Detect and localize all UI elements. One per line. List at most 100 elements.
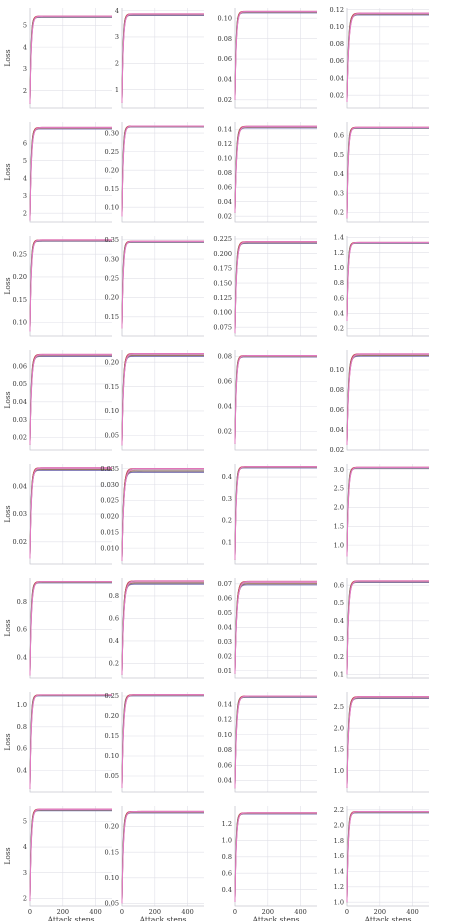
series-line-8	[121, 694, 204, 789]
y-tick-label: 0.06	[330, 57, 344, 65]
series-line-5	[29, 582, 112, 676]
subplot-r6-c4: 0.1 0.2 0.3 0.4 0.5 0.6	[334, 578, 429, 679]
y-tick-label: 0.04	[330, 74, 344, 82]
subplot-r2-c3: 0.02 0.04 0.06 0.08 0.10 0.12 0.14	[218, 122, 317, 223]
series-line-8	[29, 126, 112, 221]
series-line-2	[234, 583, 317, 674]
y-tick-label: 0.05	[218, 609, 232, 617]
series-line-5	[29, 128, 112, 221]
series-line-8	[121, 580, 204, 675]
series-line-1	[234, 813, 317, 902]
y-tick-label: 0.6	[17, 745, 27, 753]
series-line-6	[346, 467, 429, 557]
y-tick-label: 0.06	[13, 362, 27, 370]
x-tick-label: 0	[233, 908, 237, 916]
series-line-4	[234, 355, 317, 444]
series-line-5	[29, 355, 112, 445]
series-line-7	[346, 242, 429, 321]
y-tick-label: 0.10	[13, 319, 27, 327]
x-axis-label: Attack steps	[364, 915, 412, 921]
series-line-8	[29, 808, 112, 901]
y-tick-label: 2	[23, 209, 27, 217]
series-line-8	[346, 811, 429, 903]
series-line-2	[234, 813, 317, 902]
series-line-6	[121, 241, 204, 329]
series-line-2	[29, 127, 112, 221]
y-tick-label: 0.08	[330, 40, 344, 48]
series-line-6	[234, 356, 317, 444]
y-tick-label: 2.0	[334, 724, 344, 732]
series-line-3	[234, 466, 317, 560]
series-line-6	[234, 813, 317, 902]
axes-spine	[121, 464, 204, 565]
y-tick-label: 0.4	[222, 473, 232, 481]
y-tick-label: 3	[115, 33, 119, 41]
series-line-6	[234, 126, 317, 213]
y-tick-label: 0.25	[13, 250, 27, 258]
y-tick-label: 1.2	[334, 249, 344, 257]
axes-spine	[29, 122, 112, 223]
series-line-6	[346, 242, 429, 321]
y-tick-label: 0.03	[13, 510, 27, 518]
subplot-r2-c2: 0.10 0.15 0.20 0.25 0.30	[105, 122, 204, 223]
y-tick-label: 0.15	[105, 848, 119, 856]
series-line-2	[234, 11, 317, 100]
y-tick-label: 0.04	[13, 398, 27, 406]
series-line-4	[346, 466, 429, 557]
y-tick-label: 0.2	[334, 325, 344, 333]
series-line-7	[29, 354, 112, 445]
y-tick-label: 0.01	[218, 667, 232, 675]
y-tick-label: 0.025	[100, 497, 119, 505]
y-tick-label: 0.02	[330, 91, 344, 99]
series-line-6	[234, 242, 317, 334]
series-line-3	[234, 812, 317, 902]
y-tick-label: 5	[23, 818, 27, 826]
y-tick-label: 0.075	[213, 323, 232, 331]
y-tick-label: 0.08	[330, 386, 344, 394]
y-tick-label: 0.20	[105, 358, 119, 366]
series-line-2	[121, 126, 204, 217]
y-tick-label: 0.8	[17, 598, 27, 606]
series-line-8	[29, 694, 112, 789]
subplot-r3-c1: 0.10 0.15 0.20 0.25 Loss	[3, 236, 112, 337]
subplot-r3-c2: 0.15 0.20 0.25 0.30 0.35	[105, 236, 204, 337]
y-axis-label: Loss	[3, 619, 12, 636]
series-line-2	[121, 582, 204, 675]
series-line-7	[234, 466, 317, 560]
y-tick-label: 0.10	[330, 366, 344, 374]
series-line-3	[234, 241, 317, 334]
y-tick-label: 0.02	[218, 96, 232, 104]
series-line-4	[29, 126, 112, 221]
series-line-8	[121, 352, 204, 446]
y-tick-label: 0.4	[17, 766, 27, 774]
y-tick-label: 0.14	[218, 700, 232, 708]
axes-spine	[234, 236, 317, 337]
series-line-7	[346, 580, 429, 675]
axes-spine	[346, 806, 429, 907]
axes-spine	[234, 8, 317, 109]
subplot-r7-c4: 1.0 1.5 2.0 2.5	[334, 692, 429, 793]
subplot-r4-c4: 0.02 0.04 0.06 0.08 0.10	[330, 350, 429, 454]
series-line-2	[29, 809, 112, 901]
subplot-r8-c1: 2 3 4 5 0 200 400 Loss Attack steps	[3, 806, 112, 921]
y-tick-label: 0.02	[218, 652, 232, 660]
subplot-r5-c1: 0.02 0.03 0.04 Loss	[3, 464, 112, 565]
series-line-8	[121, 240, 204, 329]
series-line-4	[121, 810, 204, 904]
series-line-1	[121, 126, 204, 217]
series-line-7	[346, 127, 429, 219]
series-line-8	[234, 695, 317, 789]
y-tick-label: 1.6	[334, 852, 344, 860]
series-line-4	[346, 126, 429, 219]
series-line-7	[234, 582, 317, 674]
y-tick-label: 0.8	[109, 592, 119, 600]
series-line-3	[29, 694, 112, 789]
y-tick-label: 0.08	[218, 35, 232, 43]
y-tick-label: 0.06	[218, 55, 232, 63]
series-line-7	[346, 696, 429, 788]
series-line-7	[29, 809, 112, 901]
series-line-4	[346, 353, 429, 446]
